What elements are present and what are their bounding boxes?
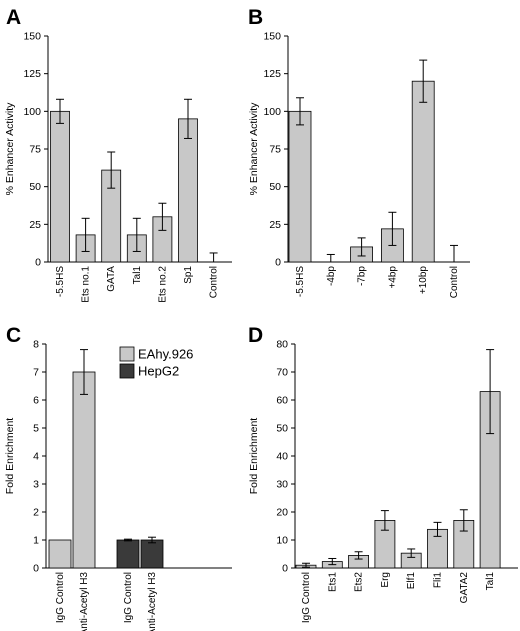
panel-letter: C xyxy=(6,324,21,347)
category-label: Ets2 xyxy=(354,572,365,592)
y-tick-label: 80 xyxy=(276,339,288,351)
y-axis-label: % Enhancer Activity xyxy=(248,102,260,196)
bar xyxy=(288,110,312,263)
y-tick-label: 100 xyxy=(263,106,281,118)
y-tick-label: 0 xyxy=(33,563,39,575)
legend-swatch xyxy=(119,363,135,379)
y-tick-label: 2 xyxy=(33,507,39,519)
category-label: IgG Control xyxy=(123,572,134,623)
category-label: IgG Control xyxy=(55,572,66,623)
category-label: GATA2 xyxy=(459,572,470,604)
panel-letter: D xyxy=(248,324,263,347)
y-tick-label: 3 xyxy=(33,479,39,491)
y-tick-label: 0 xyxy=(275,257,281,269)
category-label: Ets no.1 xyxy=(81,266,92,303)
y-tick-label: 50 xyxy=(29,181,41,193)
category-label: Ets1 xyxy=(327,572,338,592)
bar xyxy=(178,118,198,263)
y-tick-label: 150 xyxy=(263,31,281,43)
category-label: Control xyxy=(209,266,220,298)
y-tick-label: 0 xyxy=(35,257,41,269)
category-label: +10bp xyxy=(418,266,429,295)
category-label: Sp1 xyxy=(183,266,194,284)
y-tick-label: 50 xyxy=(276,423,288,435)
legend-swatch xyxy=(119,346,135,362)
category-label: -7bp xyxy=(357,266,368,286)
legend-label: EAhy.926 xyxy=(138,347,193,362)
y-tick-label: 125 xyxy=(23,68,41,80)
category-label: Anti-Acetyl H3 xyxy=(79,572,90,631)
bar xyxy=(50,110,70,263)
panel-D: D 0 10 20 30 40 50 60 70 80 Fold Enrichment IgG Con… xyxy=(248,324,518,623)
y-tick-label: 1 xyxy=(33,535,39,547)
category-label: Anti-Acetyl H3 xyxy=(147,572,158,631)
category-label: Ets no.2 xyxy=(157,266,168,303)
category-label: Tal1 xyxy=(485,572,496,591)
y-tick-label: 6 xyxy=(33,395,39,407)
panel-C: C 0 1 2 3 4 5 6 7 8 Fold Enrichment IgG Control Anti… xyxy=(4,324,232,631)
panel-A: A 0 25 50 75 100 125 150 % Enhancer Activity -5.5… xyxy=(4,6,232,303)
y-tick-label: 100 xyxy=(23,106,41,118)
y-tick-label: 0 xyxy=(282,563,288,575)
bar xyxy=(72,371,96,569)
y-tick-label: 60 xyxy=(276,395,288,407)
y-tick-label: 20 xyxy=(276,507,288,519)
category-label: -5.5HS xyxy=(295,266,306,297)
y-tick-label: 125 xyxy=(263,68,281,80)
y-tick-label: 25 xyxy=(269,219,281,231)
category-label: +4bp xyxy=(387,266,398,289)
category-label: Control xyxy=(449,266,460,298)
y-tick-label: 8 xyxy=(33,339,39,351)
panel-B: B 0 25 50 75 100 125 150 % Enhancer Activity -5.5… xyxy=(248,6,470,298)
category-label: Tal1 xyxy=(132,266,143,285)
y-tick-label: 50 xyxy=(269,181,281,193)
bar xyxy=(411,80,435,263)
legend-label: HepG2 xyxy=(138,364,179,379)
y-tick-label: 40 xyxy=(276,451,288,463)
y-tick-label: 5 xyxy=(33,423,39,435)
category-label: IgG Control xyxy=(301,572,312,623)
category-label: -4bp xyxy=(326,266,337,286)
panel-letter: A xyxy=(6,6,21,29)
y-axis-label: Fold Enrichment xyxy=(4,418,16,495)
category-label: Fli1 xyxy=(433,572,444,589)
category-label: GATA xyxy=(106,266,117,292)
y-axis-label: % Enhancer Activity xyxy=(4,102,16,196)
y-tick-label: 70 xyxy=(276,367,288,379)
y-tick-label: 75 xyxy=(269,144,281,156)
category-label: Elf1 xyxy=(406,572,417,590)
y-tick-label: 30 xyxy=(276,479,288,491)
y-tick-label: 10 xyxy=(276,535,288,547)
y-axis-label: Fold Enrichment xyxy=(248,418,260,495)
category-label: -5.5HS xyxy=(55,266,66,297)
category-label: Erg xyxy=(380,572,391,588)
y-tick-label: 7 xyxy=(33,367,39,379)
y-tick-label: 150 xyxy=(23,31,41,43)
bar xyxy=(48,539,72,569)
y-tick-label: 4 xyxy=(33,451,39,463)
panel-letter: B xyxy=(248,6,263,29)
bar xyxy=(116,539,140,569)
y-tick-label: 75 xyxy=(29,144,41,156)
y-tick-label: 25 xyxy=(29,219,41,231)
bar xyxy=(140,539,164,569)
